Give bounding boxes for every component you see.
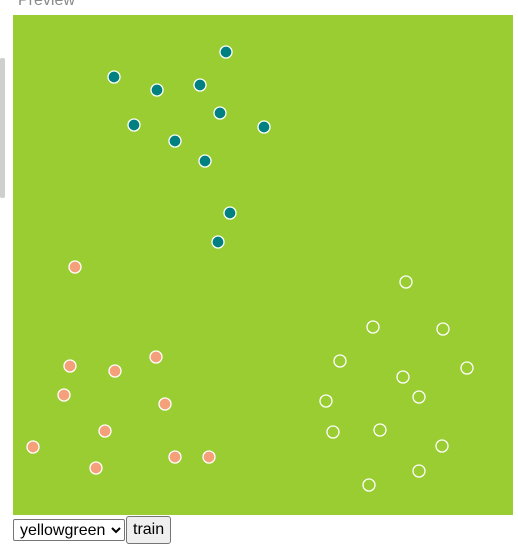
data-point — [151, 84, 163, 96]
data-point — [99, 425, 111, 437]
data-point — [159, 398, 171, 410]
plot-canvas[interactable] — [13, 15, 513, 515]
data-point — [224, 207, 236, 219]
data-point — [128, 119, 140, 131]
data-point — [27, 441, 39, 453]
plot-background — [13, 15, 513, 515]
data-point — [169, 135, 181, 147]
scatter-plot[interactable] — [13, 15, 513, 515]
controls-bar: yellowgreen train — [13, 515, 171, 545]
data-point — [150, 351, 162, 363]
data-point — [220, 46, 232, 58]
data-point — [214, 107, 226, 119]
data-point — [203, 451, 215, 463]
data-point — [199, 155, 211, 167]
data-point — [69, 261, 81, 273]
data-point — [90, 462, 102, 474]
color-select[interactable]: yellowgreen — [13, 519, 125, 541]
data-point — [169, 451, 181, 463]
data-point — [64, 360, 76, 372]
data-point — [258, 121, 270, 133]
data-point — [212, 236, 224, 248]
scrollbar-thumb[interactable] — [0, 58, 5, 198]
data-point — [194, 79, 206, 91]
preview-label: Preview — [18, 0, 75, 10]
train-button[interactable]: train — [126, 516, 171, 544]
data-point — [108, 71, 120, 83]
data-point — [58, 389, 70, 401]
data-point — [109, 365, 121, 377]
